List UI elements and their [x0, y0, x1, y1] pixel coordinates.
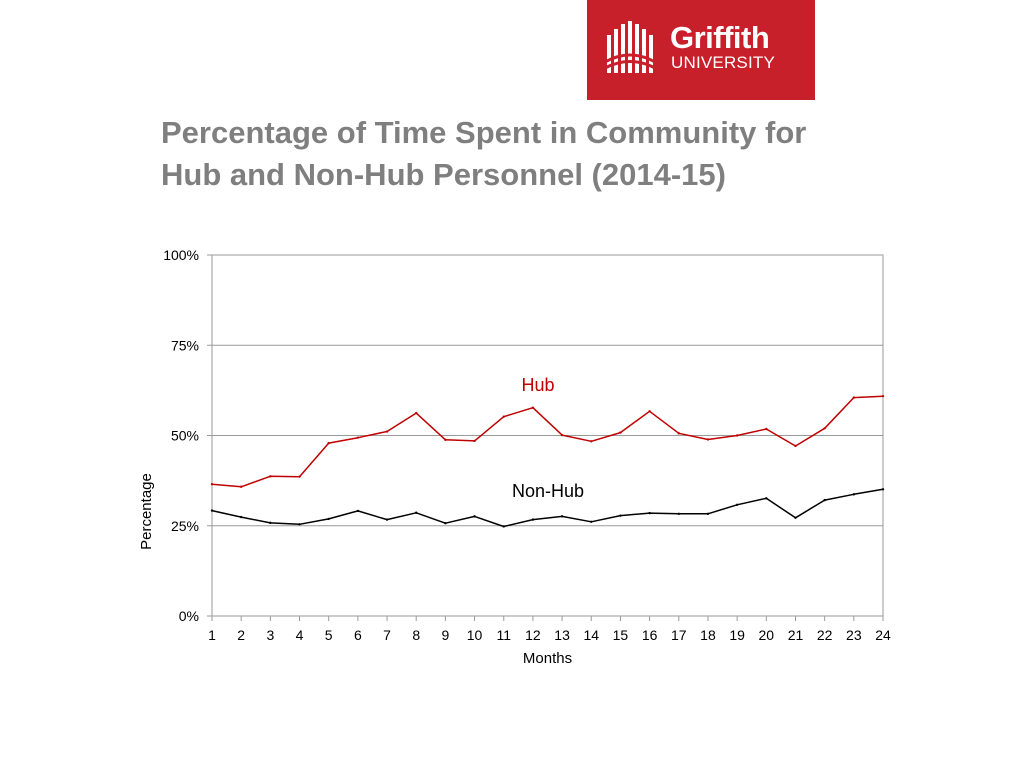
data-point — [210, 509, 214, 512]
data-point — [298, 523, 301, 526]
x-tick-label: 4 — [296, 627, 304, 643]
data-point — [852, 493, 856, 496]
data-point — [823, 498, 826, 502]
data-point — [735, 434, 739, 437]
data-point — [677, 512, 680, 516]
x-tick-label: 6 — [354, 627, 362, 643]
y-tick-label: 100% — [163, 247, 199, 263]
data-point — [444, 438, 447, 442]
y-tick-label: 0% — [179, 608, 199, 624]
x-tick-label: 16 — [642, 627, 658, 643]
data-point — [385, 518, 389, 521]
data-point — [560, 433, 564, 437]
slide-title-line-1: Percentage of Time Spent in Community fo… — [161, 115, 807, 150]
data-point — [648, 511, 651, 515]
data-point — [327, 517, 330, 521]
data-point — [473, 439, 476, 443]
data-point — [881, 394, 885, 398]
x-tick-label: 9 — [441, 627, 449, 643]
data-point — [239, 485, 243, 488]
data-point — [356, 509, 360, 513]
x-tick-label: 23 — [846, 627, 862, 643]
x-tick-label: 17 — [671, 627, 687, 643]
data-point — [823, 427, 826, 430]
data-point — [531, 406, 535, 409]
griffith-crest-icon — [604, 21, 656, 73]
x-tick-label: 24 — [875, 627, 891, 643]
x-tick-label: 10 — [467, 627, 483, 643]
data-point — [356, 436, 360, 439]
y-tick-label: 25% — [171, 518, 199, 534]
data-point — [473, 515, 476, 518]
x-tick-label: 7 — [383, 627, 391, 643]
x-tick-label: 3 — [266, 627, 274, 643]
data-point — [765, 497, 768, 500]
data-point — [385, 430, 389, 433]
data-point — [706, 512, 710, 516]
series-label-non-hub: Non-Hub — [512, 481, 584, 501]
data-point — [298, 475, 301, 478]
data-point — [794, 444, 797, 448]
data-point — [415, 411, 418, 415]
series-label-hub: Hub — [521, 375, 554, 395]
data-point — [327, 441, 330, 445]
y-axis-title: Percentage — [138, 473, 155, 550]
x-tick-label: 5 — [325, 627, 333, 643]
data-point — [590, 440, 593, 443]
logo-banner — [587, 0, 815, 100]
x-tick-label: 12 — [525, 627, 541, 643]
x-tick-label: 18 — [700, 627, 716, 643]
x-tick-label: 15 — [613, 627, 629, 643]
data-point — [619, 431, 622, 434]
x-tick-label: 11 — [496, 627, 511, 643]
data-point — [269, 475, 272, 478]
x-tick-label: 2 — [237, 627, 245, 643]
y-tick-label: 75% — [171, 337, 199, 353]
data-point — [415, 511, 418, 514]
x-tick-label: 13 — [554, 627, 570, 643]
x-axis-title: Months — [523, 650, 572, 667]
data-point — [210, 483, 214, 486]
x-tick-label: 1 — [208, 627, 216, 643]
data-point — [852, 396, 856, 399]
data-point — [706, 438, 710, 441]
data-point — [531, 518, 535, 521]
x-tick-label: 21 — [788, 627, 804, 643]
data-point — [502, 525, 505, 528]
x-tick-label: 19 — [729, 627, 745, 643]
data-point — [269, 521, 272, 525]
slide-title: Percentage of Time Spent in Community fo… — [161, 112, 921, 196]
data-point — [648, 410, 651, 413]
x-tick-label: 22 — [817, 627, 833, 643]
slide-title-line-2: Hub and Non-Hub Personnel (2014-15) — [161, 157, 726, 192]
data-point — [619, 514, 622, 517]
data-point — [502, 415, 505, 418]
data-point — [239, 515, 243, 519]
logo-name: Griffith — [670, 20, 770, 55]
x-tick-label: 20 — [759, 627, 775, 643]
x-tick-label: 8 — [412, 627, 420, 643]
x-tick-label: 14 — [583, 627, 599, 643]
data-point — [794, 516, 797, 520]
series-line-non-hub — [211, 488, 884, 528]
data-point — [881, 488, 885, 491]
series-line-hub — [211, 395, 884, 488]
data-point — [765, 427, 768, 431]
data-point — [590, 520, 593, 523]
data-point — [444, 522, 447, 525]
data-point — [677, 432, 680, 435]
data-point — [735, 503, 739, 507]
data-point — [560, 515, 564, 518]
y-tick-label: 50% — [171, 428, 199, 444]
logo-subtitle: UNIVERSITY — [671, 53, 776, 72]
